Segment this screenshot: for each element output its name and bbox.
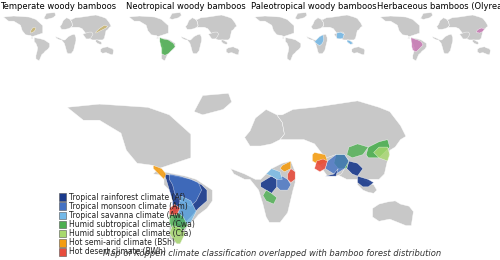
Polygon shape bbox=[208, 32, 218, 39]
Polygon shape bbox=[34, 37, 50, 61]
Polygon shape bbox=[160, 37, 175, 55]
Polygon shape bbox=[374, 147, 390, 161]
Polygon shape bbox=[420, 12, 432, 20]
Text: Herbaceous bamboos (Olyreae): Herbaceous bamboos (Olyreae) bbox=[377, 2, 500, 11]
Text: Tropical monsoon climate (Am): Tropical monsoon climate (Am) bbox=[69, 202, 188, 211]
Polygon shape bbox=[67, 104, 191, 179]
Text: Tropical rainforest climate (Af): Tropical rainforest climate (Af) bbox=[69, 193, 185, 202]
Polygon shape bbox=[372, 201, 414, 226]
Text: Temperate woody bamboos: Temperate woody bamboos bbox=[0, 2, 116, 11]
Polygon shape bbox=[177, 196, 196, 226]
Polygon shape bbox=[411, 37, 423, 52]
Polygon shape bbox=[58, 203, 66, 210]
Text: Hot semi-arid climate (BSh): Hot semi-arid climate (BSh) bbox=[69, 238, 174, 247]
Polygon shape bbox=[263, 190, 277, 204]
Polygon shape bbox=[472, 40, 479, 44]
Polygon shape bbox=[194, 93, 232, 115]
Text: Humid subtropical climate (Cwa): Humid subtropical climate (Cwa) bbox=[69, 220, 194, 229]
Text: Neotropical woody bamboos: Neotropical woody bamboos bbox=[126, 2, 246, 11]
Polygon shape bbox=[100, 47, 114, 55]
Polygon shape bbox=[277, 176, 291, 190]
Polygon shape bbox=[83, 32, 93, 39]
Polygon shape bbox=[222, 40, 228, 44]
Polygon shape bbox=[96, 40, 102, 44]
Polygon shape bbox=[58, 248, 66, 256]
Polygon shape bbox=[261, 176, 277, 193]
Polygon shape bbox=[160, 37, 175, 61]
Polygon shape bbox=[476, 28, 484, 33]
Polygon shape bbox=[244, 109, 284, 146]
Polygon shape bbox=[186, 18, 198, 29]
Polygon shape bbox=[347, 40, 353, 44]
Polygon shape bbox=[254, 16, 294, 40]
Polygon shape bbox=[70, 15, 111, 40]
Text: Paleotropical woody bamboos: Paleotropical woody bamboos bbox=[251, 2, 377, 11]
Polygon shape bbox=[478, 47, 490, 55]
Polygon shape bbox=[311, 18, 324, 29]
Text: Hot desert climate (BWh): Hot desert climate (BWh) bbox=[69, 248, 166, 256]
Polygon shape bbox=[129, 16, 168, 40]
Polygon shape bbox=[58, 230, 66, 237]
Polygon shape bbox=[337, 32, 344, 39]
Polygon shape bbox=[436, 18, 450, 29]
Polygon shape bbox=[326, 168, 338, 176]
Polygon shape bbox=[164, 174, 207, 228]
Polygon shape bbox=[358, 179, 377, 193]
Polygon shape bbox=[380, 16, 420, 40]
Polygon shape bbox=[347, 40, 353, 44]
Polygon shape bbox=[60, 18, 72, 29]
Polygon shape bbox=[96, 25, 108, 33]
Polygon shape bbox=[58, 193, 66, 201]
Polygon shape bbox=[288, 168, 295, 183]
Polygon shape bbox=[58, 239, 66, 246]
Polygon shape bbox=[31, 27, 36, 33]
Polygon shape bbox=[316, 155, 349, 176]
Polygon shape bbox=[4, 16, 43, 40]
Polygon shape bbox=[286, 37, 301, 61]
Polygon shape bbox=[312, 152, 328, 165]
Polygon shape bbox=[196, 15, 237, 40]
Polygon shape bbox=[170, 226, 186, 244]
Polygon shape bbox=[411, 37, 426, 61]
Polygon shape bbox=[181, 34, 202, 54]
Polygon shape bbox=[447, 15, 488, 40]
Text: Humid subtropical climate (Cfa): Humid subtropical climate (Cfa) bbox=[69, 229, 191, 238]
Polygon shape bbox=[314, 35, 324, 46]
Polygon shape bbox=[58, 212, 66, 219]
Polygon shape bbox=[226, 47, 239, 55]
Polygon shape bbox=[326, 155, 349, 174]
Polygon shape bbox=[170, 12, 181, 20]
Polygon shape bbox=[352, 47, 365, 55]
Polygon shape bbox=[170, 204, 180, 215]
Polygon shape bbox=[432, 34, 453, 54]
Polygon shape bbox=[230, 161, 295, 222]
Polygon shape bbox=[153, 165, 166, 179]
Text: Tropical savanna climate (Aw): Tropical savanna climate (Aw) bbox=[69, 211, 184, 220]
Polygon shape bbox=[306, 34, 327, 54]
Polygon shape bbox=[277, 101, 406, 179]
Polygon shape bbox=[170, 212, 188, 233]
Polygon shape bbox=[170, 174, 202, 206]
Polygon shape bbox=[295, 12, 307, 20]
Text: Map of Köppen climate classification overlapped with bamboo forest distribution: Map of Köppen climate classification ove… bbox=[104, 249, 442, 258]
Polygon shape bbox=[334, 155, 349, 168]
Polygon shape bbox=[334, 32, 344, 39]
Polygon shape bbox=[266, 168, 282, 179]
Polygon shape bbox=[347, 144, 368, 158]
Polygon shape bbox=[358, 176, 374, 187]
Polygon shape bbox=[44, 12, 56, 20]
Polygon shape bbox=[347, 161, 363, 176]
Polygon shape bbox=[314, 159, 328, 172]
Polygon shape bbox=[164, 172, 212, 244]
Polygon shape bbox=[322, 15, 362, 40]
Polygon shape bbox=[460, 32, 470, 39]
Polygon shape bbox=[58, 221, 66, 228]
Polygon shape bbox=[366, 140, 390, 158]
Polygon shape bbox=[56, 34, 76, 54]
Polygon shape bbox=[280, 161, 291, 172]
